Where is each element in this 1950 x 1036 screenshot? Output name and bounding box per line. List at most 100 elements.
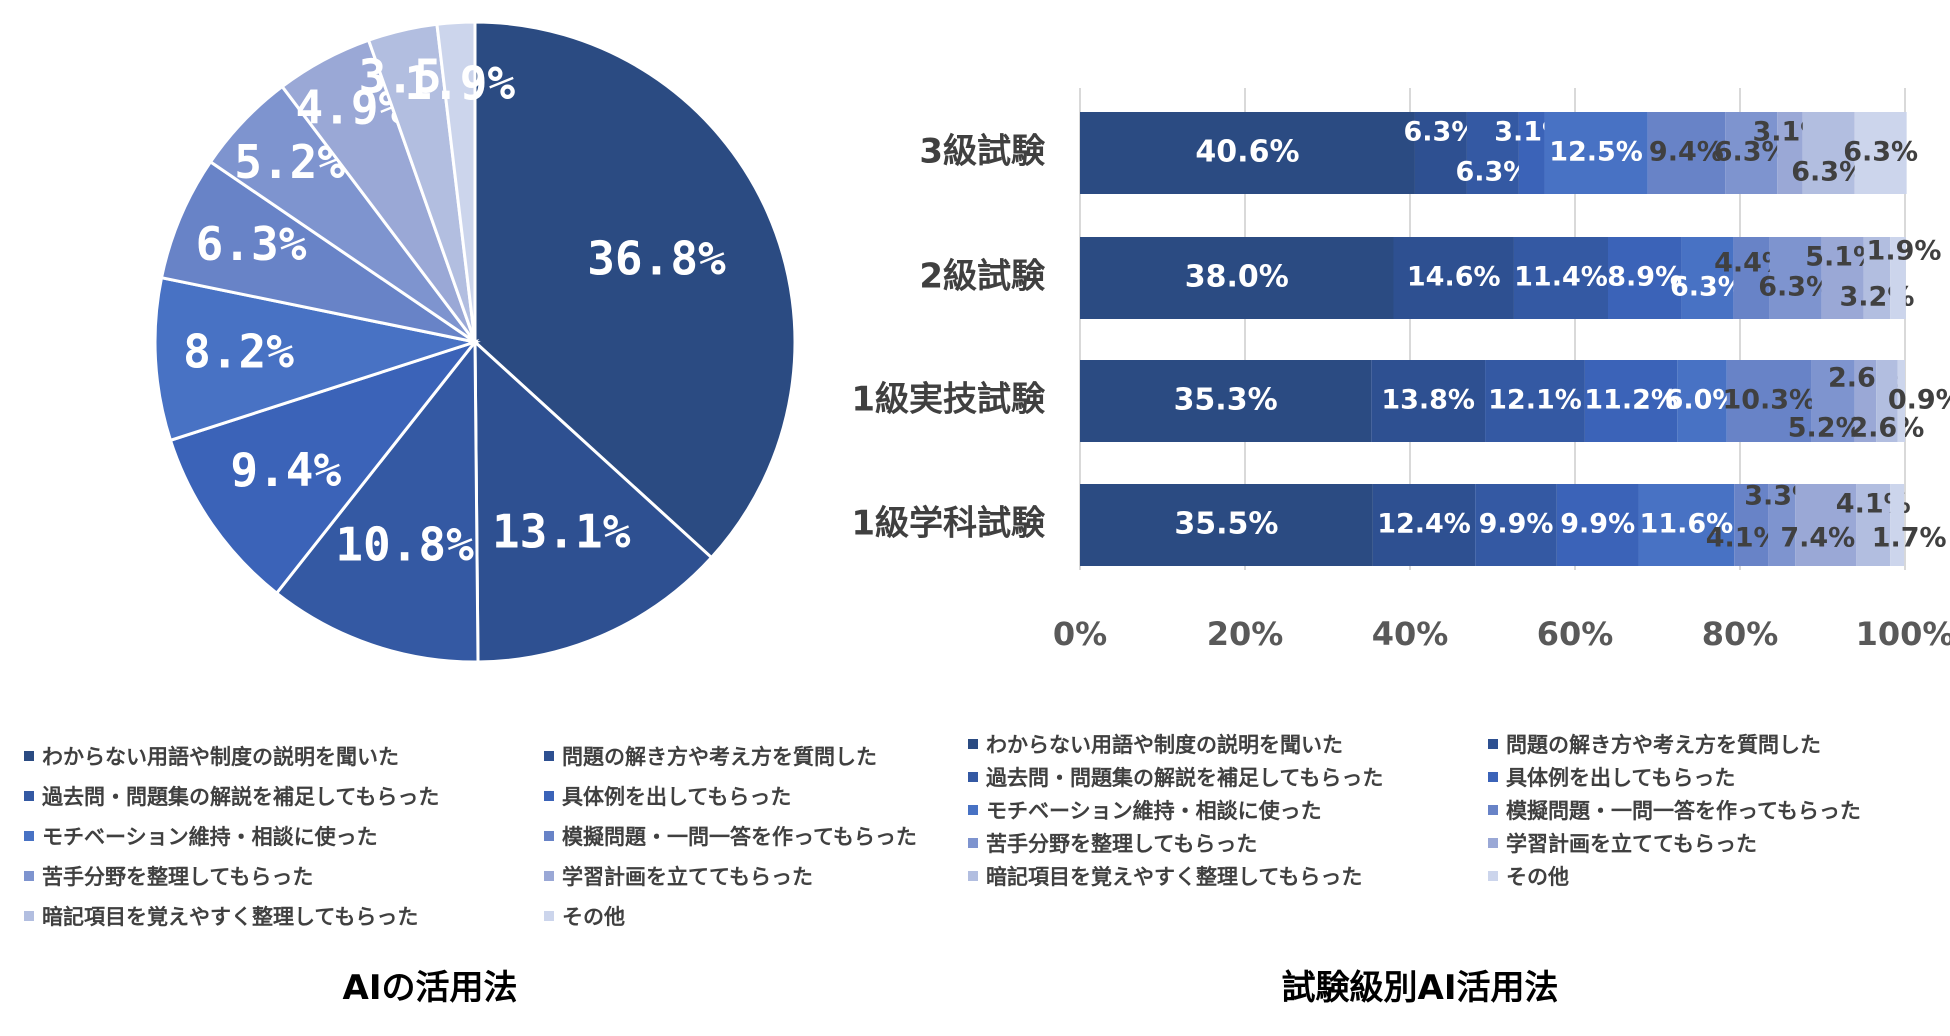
bar-segment [1726,360,1812,442]
legend-item: 暗記項目を覚えやすく整理してもらった [968,860,1488,892]
bar-segment [1518,112,1545,194]
stacked-bar-chart: 0% 20% 40% 60% 80% 100%3級試験 40.6%6.3%6.3%3.1%1… [851,88,1950,653]
legend-label: モチベーション維持・相談に使った [986,799,1322,823]
legend-item: 問題の解き方や考え方を質問した [544,740,1024,772]
legend-item: 模擬問題・一問一答を作ってもらった [544,820,1024,852]
bar-data-label: 38.0% [1185,260,1289,295]
pie-data-label: 8.2% [183,324,294,378]
legend-swatch [968,871,978,881]
bar-segment [1890,484,1905,566]
bar-segment [1856,484,1891,566]
legend-label: わからない用語や制度の説明を聞いた [986,733,1343,757]
legend-swatch [1488,805,1498,815]
bar-segment [1584,360,1678,442]
bar-segment [1638,484,1735,566]
bar-segment [1725,112,1778,194]
legend-swatch [24,791,34,801]
bar-segment [1897,360,1905,442]
bar-data-label: 12.4% [1377,509,1471,540]
x-tick-label: 40% [1372,615,1449,653]
bar-segment [1734,484,1769,566]
bar-segment [1080,360,1372,442]
bar-segment [1485,360,1585,442]
bar-segment [1414,112,1467,194]
pie-slice [435,20,477,343]
bar-segment [1777,112,1803,194]
pie-slice [168,339,480,596]
legend-swatch [968,805,978,815]
bar-data-label: 8.9% [1607,262,1682,293]
pie-slice [159,159,476,344]
bar-segment [1854,112,1907,194]
bar-data-label: 6.3% [1670,272,1745,303]
bar-segment [1080,112,1415,194]
x-tick-label: 80% [1702,615,1779,653]
legend-label: 模擬問題・一問一答を作ってもらった [1506,799,1861,823]
bar-caption: 試験級別AI活用法 [1281,968,1559,1008]
x-tick-label: 0% [1053,615,1107,653]
bar-data-label: 11.6% [1640,509,1734,540]
x-tick-label: 60% [1537,615,1614,653]
pie-slice [153,275,481,443]
bar-segment [1080,237,1394,319]
legend-item: 苦手分野を整理してもらった [968,827,1488,859]
pie-data-label: 36.8% [587,231,726,285]
bar-data-label: 10.3% [1722,385,1816,416]
legend-swatch [24,751,34,761]
pie-data-label: 13.1% [492,504,631,558]
legend-item: その他 [544,900,1024,932]
bar-segment [1556,484,1639,566]
pie-data-label: 9.4% [230,443,341,497]
bar-segment [1681,237,1734,319]
bar-data-label: 1.9% [1867,236,1942,267]
bar-data-label: 14.6% [1407,262,1501,293]
bar-segment [1608,237,1682,319]
legend-swatch [24,831,34,841]
legend-swatch [544,791,554,801]
y-category-label: 1級実技試験 [851,380,1046,420]
bar-data-label: 9.9% [1479,509,1554,540]
legend-item: 過去問・問題集の解説を補足してもらった [24,780,544,812]
legend-label: 苦手分野を整理してもらった [42,865,314,889]
legend-label: 問題の解き方や考え方を質問した [562,745,877,769]
bar-data-label: 0.9% [1888,385,1950,416]
legend-label: モチベーション維持・相談に使った [42,825,378,849]
legend-item: 具体例を出してもらった [544,780,1024,812]
bar-data-label: 6.3% [1758,272,1833,303]
bar-data-label: 6.3% [1791,157,1866,188]
legend-swatch [968,739,978,749]
legend-swatch [1488,838,1498,848]
legend-label: その他 [1506,865,1569,889]
bar-segment [1876,360,1898,442]
pie-slice [473,338,714,664]
pie-slice [274,337,480,664]
pie-legend: わからない用語や制度の説明を聞いた 問題の解き方や考え方を質問した 過去問・問題集の… [24,740,1024,932]
legend-swatch [968,838,978,848]
bar-segment [1795,484,1857,566]
pie-data-label: 6.3% [196,217,307,271]
legend-item: 暗記項目を覚えやすく整理してもらった [24,900,544,932]
legend-label: 模擬問題・一問一答を作ってもらった [562,825,917,849]
bar-data-label: 6.3% [1403,117,1478,148]
bar-data-label: 13.8% [1381,385,1475,416]
legend-item: わからない用語や制度の説明を聞いた [968,728,1488,760]
legend-item: 過去問・問題集の解説を補足してもらった [968,761,1488,793]
y-category-label: 3級試験 [919,132,1046,172]
bar-segment [1733,237,1770,319]
legend-swatch [544,871,554,881]
legend-label: 具体例を出してもらった [1506,766,1736,790]
bar-data-label: 12.1% [1488,385,1582,416]
legend-swatch [968,772,978,782]
legend-label: わからない用語や制度の説明を聞いた [42,745,399,769]
bar-segment [1802,112,1855,194]
pie-slice [473,20,797,560]
legend-item: その他 [1488,860,1950,892]
bar-segment [1393,237,1514,319]
legend-item: 問題の解き方や考え方を質問した [1488,728,1950,760]
bar-segment [1513,237,1608,319]
bar-segment [1811,360,1855,442]
bar-segment [1647,112,1726,194]
bar-data-label: 6.3% [1455,157,1530,188]
bar-segment [1890,237,1906,319]
legend-label: 問題の解き方や考え方を質問した [1506,733,1821,757]
